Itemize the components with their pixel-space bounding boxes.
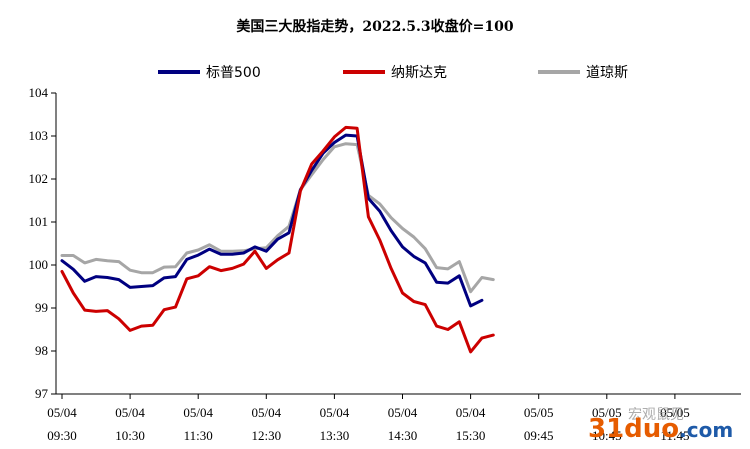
y-tick-label: 100 <box>29 257 49 272</box>
legend-label: 道琼斯 <box>586 65 628 81</box>
legend-label: 纳斯达克 <box>391 65 447 81</box>
x-tick-label-time: 09:45 <box>524 428 554 443</box>
x-tick-label-time: 15:30 <box>456 428 486 443</box>
y-axis-ticks: 97 98 99 100 101 102 103 104 <box>29 85 56 401</box>
x-tick-label-date: 05/04 <box>320 405 350 420</box>
y-tick-label: 97 <box>35 386 49 401</box>
x-tick-label-date: 05/04 <box>251 405 281 420</box>
legend: 标普500 纳斯达克 道琼斯 <box>158 65 628 81</box>
x-tick-label-time: 13:30 <box>320 428 350 443</box>
y-tick-label: 104 <box>29 85 49 100</box>
watermark-caption: 宏观鼠见 <box>628 407 684 423</box>
x-tick-label-date: 05/05 <box>660 405 690 420</box>
watermark-brand-suffix: .com <box>679 418 733 442</box>
watermark-brand: 31duo.com <box>588 414 733 444</box>
legend-label: 标普500 <box>206 65 261 81</box>
x-tick-label-date: 05/05 <box>592 405 622 420</box>
series-line-2 <box>60 142 495 294</box>
y-tick-label: 102 <box>29 171 49 186</box>
x-tick-label-time: 10:30 <box>115 428 145 443</box>
x-tick-label-date: 05/04 <box>47 405 77 420</box>
watermark: 宏观鼠见 31duo.com <box>588 407 733 444</box>
series-lines <box>60 125 495 354</box>
x-tick-label-date: 05/05 <box>524 405 554 420</box>
series-line-1 <box>60 125 495 354</box>
x-tick-label-date: 05/04 <box>388 405 418 420</box>
chart-title: 美国三大股指走势，2022.5.3收盘价=100 <box>236 18 513 35</box>
y-tick-label: 103 <box>29 128 49 143</box>
x-axis-ticks: 05/04 09:30 05/04 10:30 05/04 11:30 05/04 12:30… <box>47 394 690 443</box>
y-tick-label: 99 <box>35 300 48 315</box>
x-tick-label-date: 05/04 <box>456 405 486 420</box>
series-line-0 <box>60 133 484 308</box>
x-tick-label-time: 09:30 <box>47 428 77 443</box>
watermark-brand-name: 31duo <box>588 414 679 444</box>
y-tick-label: 98 <box>35 343 48 358</box>
x-tick-label-time: 14:30 <box>388 428 418 443</box>
x-tick-label-time: 10:45 <box>592 428 622 443</box>
x-tick-label-time: 11:30 <box>184 428 213 443</box>
y-tick-label: 101 <box>29 214 49 229</box>
x-tick-label-date: 05/04 <box>183 405 213 420</box>
x-tick-label-date: 05/04 <box>115 405 145 420</box>
x-tick-label-time: 12:30 <box>251 428 281 443</box>
x-tick-label-time: 11:45 <box>660 428 689 443</box>
